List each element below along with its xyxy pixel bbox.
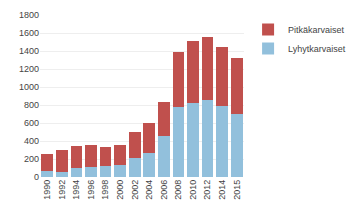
svg-text:2010: 2010 bbox=[188, 180, 198, 200]
svg-text:2012: 2012 bbox=[202, 180, 212, 200]
svg-text:1996: 1996 bbox=[86, 180, 96, 200]
svg-text:2000: 2000 bbox=[115, 180, 125, 200]
svg-text:1200: 1200 bbox=[19, 64, 39, 74]
svg-text:600: 600 bbox=[24, 118, 39, 128]
svg-text:1998: 1998 bbox=[100, 180, 110, 200]
svg-text:0: 0 bbox=[34, 172, 39, 182]
svg-text:Pitkäkarvaiset: Pitkäkarvaiset bbox=[288, 25, 345, 35]
svg-text:400: 400 bbox=[24, 136, 39, 146]
svg-text:2004: 2004 bbox=[144, 180, 154, 200]
svg-text:Lyhytkarvaiset: Lyhytkarvaiset bbox=[288, 44, 346, 54]
svg-text:1000: 1000 bbox=[19, 82, 39, 92]
svg-text:2006: 2006 bbox=[159, 180, 169, 200]
svg-text:1990: 1990 bbox=[42, 180, 52, 200]
svg-text:1994: 1994 bbox=[71, 180, 81, 200]
svg-text:2008: 2008 bbox=[173, 180, 183, 200]
svg-text:2002: 2002 bbox=[130, 180, 140, 200]
svg-text:200: 200 bbox=[24, 154, 39, 164]
svg-text:1800: 1800 bbox=[19, 10, 39, 20]
svg-text:1600: 1600 bbox=[19, 28, 39, 38]
svg-text:800: 800 bbox=[24, 100, 39, 110]
svg-text:1400: 1400 bbox=[19, 46, 39, 56]
svg-text:1992: 1992 bbox=[57, 180, 67, 200]
svg-text:2015: 2015 bbox=[232, 180, 242, 200]
svg-text:2014: 2014 bbox=[217, 180, 227, 200]
